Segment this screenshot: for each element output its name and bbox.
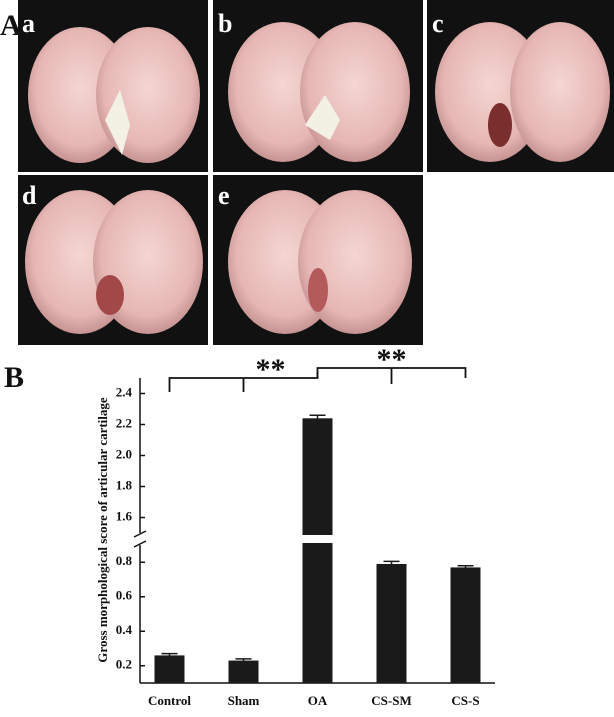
image-label: e: [218, 181, 230, 210]
image-label: a: [22, 9, 35, 38]
y-tick-label: 2.4: [116, 384, 133, 399]
error-bar: [161, 652, 178, 658]
significance-bracket: [316, 367, 467, 384]
bar: [376, 563, 407, 683]
error-bar: [457, 564, 474, 570]
panel-label: A: [0, 9, 22, 42]
y-tick-label: 0.6: [116, 588, 133, 603]
y-tick-label: 0.8: [116, 553, 133, 568]
significance-label: **: [377, 343, 407, 376]
significance-bracket: [168, 372, 319, 392]
photo: [18, 0, 208, 172]
y-tick-label: 0.2: [116, 657, 132, 672]
y-tick-label: 2.0: [116, 446, 132, 461]
y-tick-label: 1.6: [116, 508, 133, 523]
photo: [213, 175, 423, 345]
x-tick-label: CS-SM: [371, 693, 411, 708]
x-tick-label: CS-S: [451, 693, 479, 708]
y-axis-label: Gross morphological score of articular c…: [95, 397, 110, 663]
image-label: c: [432, 9, 444, 38]
bar: [450, 567, 481, 683]
panel-label: B: [4, 361, 24, 394]
photo: [18, 175, 208, 345]
axis-break: [133, 530, 147, 548]
y-tick-label: 2.2: [116, 415, 132, 430]
bar-break: [301, 535, 334, 543]
x-tick-label: Sham: [228, 693, 260, 708]
significance-label: **: [256, 353, 286, 386]
error-bar: [235, 658, 252, 663]
y-tick-label: 1.8: [116, 477, 133, 492]
photo: [213, 0, 423, 172]
bar: [302, 418, 333, 683]
photo: [427, 0, 614, 172]
image-label: d: [22, 181, 37, 210]
bar: [154, 655, 185, 683]
photo-panel: [18, 0, 614, 345]
error-bar: [383, 560, 400, 567]
x-tick-label: OA: [308, 693, 328, 708]
x-tick-label: Control: [148, 693, 191, 708]
image-label: b: [218, 9, 232, 38]
bar: [228, 660, 259, 683]
error-bar: [309, 414, 326, 422]
y-tick-label: 0.4: [116, 622, 133, 637]
